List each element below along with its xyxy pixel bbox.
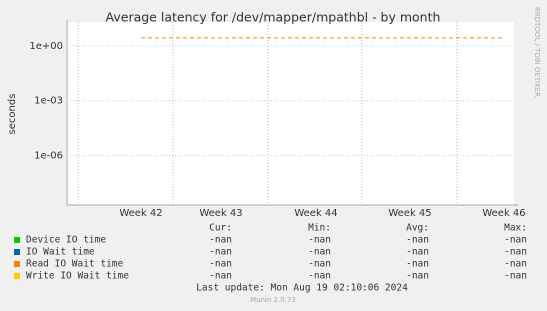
legend-swatch: [14, 249, 20, 255]
legend-swatch: [14, 273, 20, 279]
chart-title: Average latency for /dev/mapper/mpathbl …: [106, 10, 441, 25]
legend-stat: -nan: [504, 259, 527, 270]
legend-stat: -nan: [209, 247, 232, 258]
legend-swatch: [14, 261, 20, 267]
legend-header: Min:: [308, 223, 331, 234]
y-tick-label: 1e-06: [34, 151, 63, 162]
legend-stat: -nan: [406, 271, 429, 282]
legend-stat: -nan: [209, 271, 232, 282]
legend-stat: -nan: [406, 235, 429, 246]
x-tick-label: Week 44: [294, 208, 337, 219]
week-boundaries: [77, 22, 458, 205]
x-tick-label: Week 42: [119, 208, 162, 219]
last-update: Last update: Mon Aug 19 02:10:06 2024: [196, 283, 408, 294]
y-tick-label: 1e-03: [34, 96, 63, 107]
y-tick-label: 1e+00: [29, 41, 63, 52]
x-tick-label: Week 45: [388, 208, 431, 219]
legend-stat: -nan: [406, 247, 429, 258]
legend-label: Read IO Wait time: [26, 259, 124, 270]
legend-stat: -nan: [504, 271, 527, 282]
footer: Munin 2.0.73: [250, 296, 296, 304]
legend-stat: -nan: [308, 259, 331, 270]
side-label: RRDTOOL / TOBI OETIKER: [533, 7, 541, 97]
legend-stat: -nan: [504, 247, 527, 258]
legend-stat: -nan: [308, 271, 331, 282]
y-axis-label: seconds: [7, 94, 18, 135]
legend-stat: -nan: [504, 235, 527, 246]
legend-label: Device IO time: [26, 235, 106, 246]
legend-stat: -nan: [308, 235, 331, 246]
legend-header: Avg:: [406, 223, 429, 234]
legend-header: Max:: [504, 223, 527, 234]
plot-area: [67, 22, 514, 205]
legend-label: Write IO Wait time: [26, 271, 129, 282]
x-tick-label: Week 46: [482, 208, 525, 219]
legend-header: Cur:: [209, 223, 232, 234]
legend-stat: -nan: [308, 247, 331, 258]
x-tick-label: Week 43: [199, 208, 242, 219]
legend-stat: -nan: [209, 259, 232, 270]
legend-swatch: [14, 237, 20, 243]
legend-label: IO Wait time: [26, 247, 95, 258]
legend-stat: -nan: [406, 259, 429, 270]
legend-stat: -nan: [209, 235, 232, 246]
